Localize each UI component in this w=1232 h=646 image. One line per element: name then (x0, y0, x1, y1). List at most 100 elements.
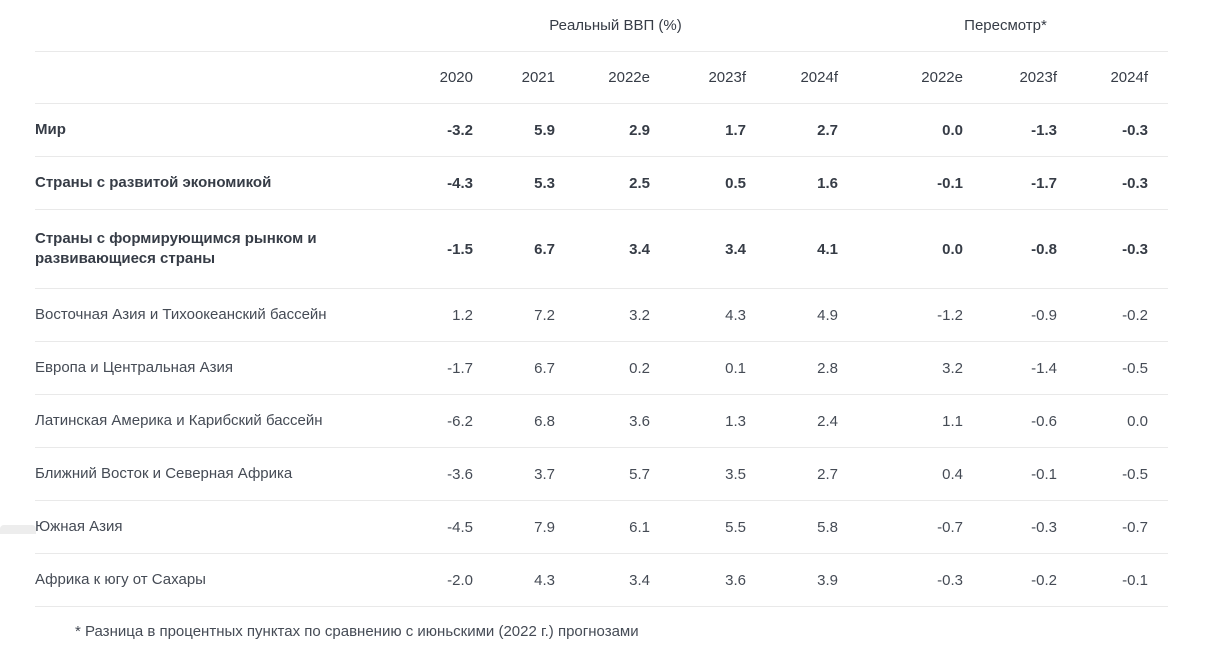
row-gap-cell (838, 156, 863, 210)
cell-value: 0.5 (650, 156, 746, 210)
cell-value: 6.7 (473, 341, 555, 395)
footnote: * Разница в процентных пунктах по сравне… (75, 623, 639, 640)
row-label: Латинская Америка и Карибский бассейн (35, 394, 393, 448)
year-header-2024f-revision: 2024f (1057, 51, 1148, 104)
group-header-real-gdp: Реальный ВВП (%) (393, 0, 838, 52)
cell-value: -1.2 (863, 288, 963, 342)
group-header-pad-cell (1148, 0, 1168, 52)
row-pad-cell (1148, 209, 1168, 289)
cell-value: 5.7 (555, 447, 650, 501)
cell-value: -4.5 (393, 500, 473, 554)
cell-value: 6.1 (555, 500, 650, 554)
cell-value: -0.3 (1057, 156, 1148, 210)
cell-value: -1.4 (963, 341, 1057, 395)
cell-value: -0.6 (963, 394, 1057, 448)
cell-value: 3.5 (650, 447, 746, 501)
cell-value: 7.2 (473, 288, 555, 342)
cell-value: -0.3 (863, 553, 963, 607)
cell-value: 7.9 (473, 500, 555, 554)
table-row: Южная Азия -4.5 7.9 6.1 5.5 5.8 -0.7 -0.3 -0.7 (35, 500, 1168, 554)
row-pad-cell (1148, 103, 1168, 157)
row-pad-cell (1148, 288, 1168, 342)
cell-value: 2.9 (555, 103, 650, 157)
group-header-row: Реальный ВВП (%) Пересмотр* (35, 0, 1168, 52)
cell-value: 5.3 (473, 156, 555, 210)
cell-value: 5.5 (650, 500, 746, 554)
cell-value: 0.0 (1057, 394, 1148, 448)
cell-value: -6.2 (393, 394, 473, 448)
row-label: Африка к югу от Сахары (35, 553, 393, 607)
cell-value: 3.2 (555, 288, 650, 342)
row-gap-cell (838, 288, 863, 342)
row-label: Восточная Азия и Тихоокеанский бассейн (35, 288, 393, 342)
cell-value: 2.7 (746, 447, 838, 501)
year-header-2024f-gdp: 2024f (746, 51, 838, 104)
cell-value: 6.7 (473, 209, 555, 289)
table-row: Страны с развитой экономикой -4.3 5.3 2.5 0.… (35, 156, 1168, 210)
cell-value: -0.3 (1057, 209, 1148, 289)
cell-value: 4.3 (650, 288, 746, 342)
cell-value: -2.0 (393, 553, 473, 607)
row-gap-cell (838, 103, 863, 157)
cell-value: 2.5 (555, 156, 650, 210)
cell-value: 3.4 (555, 553, 650, 607)
cell-value: 3.9 (746, 553, 838, 607)
cell-value: 3.4 (555, 209, 650, 289)
table-row: Латинская Америка и Карибский бассейн -6.… (35, 394, 1168, 448)
row-pad-cell (1148, 156, 1168, 210)
row-label: Южная Азия (35, 500, 393, 554)
table-row: Африка к югу от Сахары -2.0 4.3 3.4 3.6 3.9 -0… (35, 553, 1168, 607)
cell-value: 3.7 (473, 447, 555, 501)
cell-value: -0.1 (1057, 553, 1148, 607)
cell-value: -0.1 (863, 156, 963, 210)
table-row: Ближний Восток и Северная Африка -3.6 3.7 5… (35, 447, 1168, 501)
table-row: Восточная Азия и Тихоокеанский бассейн 1.… (35, 288, 1168, 342)
year-header-row: 2020 2021 2022e 2023f 2024f 2022e 2023f 2024f (35, 51, 1168, 104)
row-label: Страны с развитой экономикой (35, 156, 393, 210)
cell-value: -0.7 (863, 500, 963, 554)
table-row: Мир -3.2 5.9 2.9 1.7 2.7 0.0 -1.3 -0.3 (35, 103, 1168, 157)
cell-value: -0.9 (963, 288, 1057, 342)
cell-value: -0.2 (963, 553, 1057, 607)
cell-value: -1.7 (963, 156, 1057, 210)
cell-value: -1.7 (393, 341, 473, 395)
year-header-pad-cell (1148, 51, 1168, 104)
row-gap-cell (838, 341, 863, 395)
cell-value: -0.2 (1057, 288, 1148, 342)
cell-value: 2.4 (746, 394, 838, 448)
cell-value: -0.7 (1057, 500, 1148, 554)
year-header-2023f-revision: 2023f (963, 51, 1057, 104)
cell-value: 3.6 (555, 394, 650, 448)
cell-value: 5.8 (746, 500, 838, 554)
row-pad-cell (1148, 394, 1168, 448)
cell-value: 0.0 (863, 103, 963, 157)
row-gap-cell (838, 209, 863, 289)
year-header-2022e-gdp: 2022e (555, 51, 650, 104)
cell-value: 2.8 (746, 341, 838, 395)
year-header-2023f-gdp: 2023f (650, 51, 746, 104)
row-gap-cell (838, 447, 863, 501)
cell-value: 3.2 (863, 341, 963, 395)
row-pad-cell (1148, 341, 1168, 395)
cell-value: -1.5 (393, 209, 473, 289)
cell-value: -0.1 (963, 447, 1057, 501)
year-header-2022e-revision: 2022e (863, 51, 963, 104)
row-label: Мир (35, 103, 393, 157)
cell-value: 0.1 (650, 341, 746, 395)
cell-value: -1.3 (963, 103, 1057, 157)
row-label: Европа и Центральная Азия (35, 341, 393, 395)
year-header-2020-gdp: 2020 (393, 51, 473, 104)
table-row: Страны с формирующимся рынком и развиваю… (35, 209, 1168, 289)
cell-value: 6.8 (473, 394, 555, 448)
cell-value: -3.6 (393, 447, 473, 501)
cell-value: -3.2 (393, 103, 473, 157)
cell-value: 1.3 (650, 394, 746, 448)
row-label: Ближний Восток и Северная Африка (35, 447, 393, 501)
group-gap-cell (838, 0, 863, 52)
cell-value: 1.7 (650, 103, 746, 157)
cell-value: 1.2 (393, 288, 473, 342)
group-header-empty-cell (35, 0, 393, 52)
cell-value: 0.4 (863, 447, 963, 501)
cell-value: 0.0 (863, 209, 963, 289)
